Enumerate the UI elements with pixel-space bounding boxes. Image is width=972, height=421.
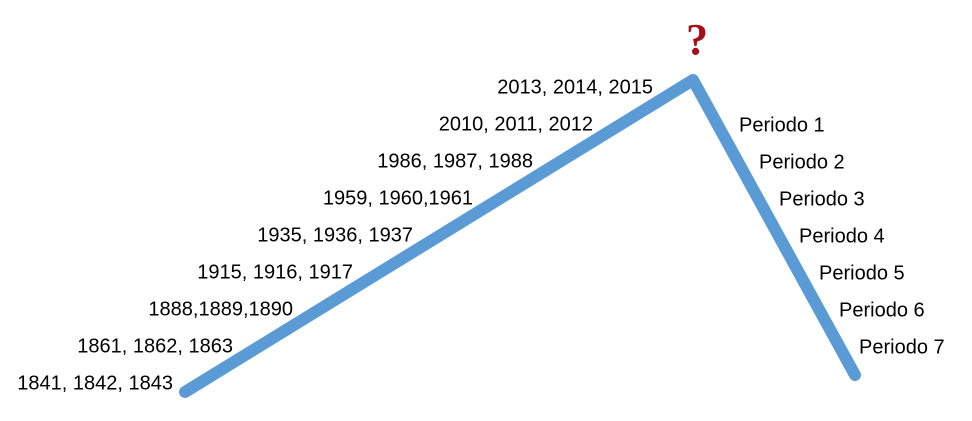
year-label: 1841, 1842, 1843: [17, 372, 173, 394]
year-label: 1915, 1916, 1917: [197, 261, 353, 283]
year-label: 1861, 1862, 1863: [77, 335, 233, 357]
year-label: 1986, 1987, 1988: [377, 150, 533, 172]
period-label: Periodo 4: [799, 225, 885, 247]
year-label: 1959, 1960,1961: [323, 187, 473, 209]
period-label: Periodo 1: [739, 114, 825, 136]
period-label: Periodo 3: [779, 188, 865, 210]
period-label: Periodo 6: [839, 299, 925, 321]
period-label: Periodo 2: [759, 151, 845, 173]
year-label: 2013, 2014, 2015: [497, 76, 653, 98]
year-label: 2010, 2011, 2012: [439, 113, 593, 135]
period-label: Periodo 5: [819, 262, 905, 284]
year-label: 1935, 1936, 1937: [257, 224, 413, 246]
timeline-line: [179, 74, 861, 398]
period-label: Periodo 7: [859, 336, 945, 358]
year-label: 1888,1889,1890: [148, 298, 293, 320]
question-mark: ?: [686, 15, 708, 64]
